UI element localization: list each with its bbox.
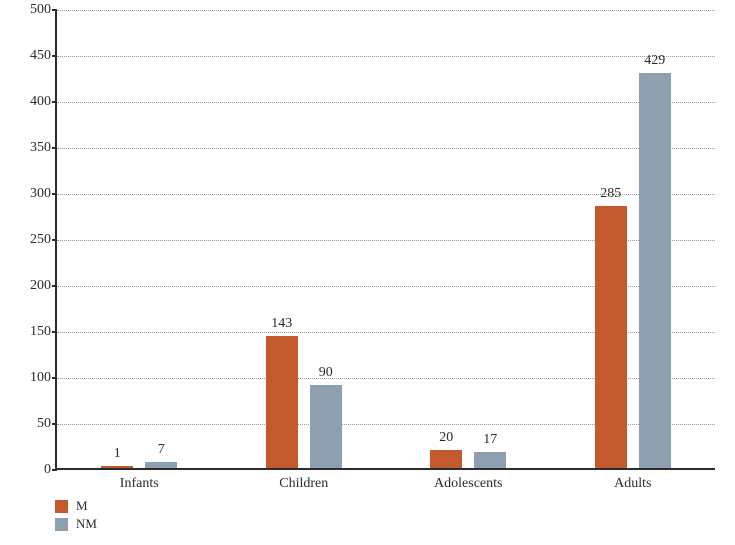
- legend-label: NM: [76, 516, 97, 532]
- ytick-label: 350: [30, 140, 51, 156]
- ytick-label: 300: [30, 186, 51, 202]
- bar-value-label: 20: [439, 430, 453, 446]
- chart-container: 05010015020025030035040045050017Infants1…: [0, 0, 735, 545]
- legend-label: M: [76, 498, 88, 514]
- xtick-label: Infants: [120, 476, 159, 492]
- ytick-label: 50: [37, 416, 51, 432]
- bar-value-label: 143: [271, 316, 292, 332]
- bar-value-label: 1: [114, 446, 121, 462]
- ytick-label: 250: [30, 232, 51, 248]
- ytick-label: 200: [30, 278, 51, 294]
- bar-value-label: 429: [644, 53, 665, 69]
- ytick-label: 450: [30, 48, 51, 64]
- bar-group: 14390Children: [222, 10, 387, 468]
- bar-value-label: 7: [158, 442, 165, 458]
- ytick-label: 400: [30, 94, 51, 110]
- bar-NM: 90: [310, 385, 342, 468]
- ytick-mark: [52, 469, 57, 471]
- bar-NM: 429: [639, 73, 671, 468]
- ytick-label: 150: [30, 324, 51, 340]
- legend-swatch: [55, 518, 68, 531]
- bar-M: 143: [266, 336, 298, 468]
- bar-group: 2017Adolescents: [386, 10, 551, 468]
- bar-group: 285429Adults: [551, 10, 716, 468]
- xtick-label: Adolescents: [434, 476, 502, 492]
- bar-value-label: 285: [600, 186, 621, 202]
- ytick-label: 0: [44, 462, 51, 478]
- bar-M: 285: [595, 206, 627, 468]
- legend: M NM: [55, 498, 97, 534]
- ytick-label: 500: [30, 2, 51, 18]
- legend-swatch: [55, 500, 68, 513]
- plot-area: 05010015020025030035040045050017Infants1…: [55, 10, 715, 470]
- bar-M: 20: [430, 450, 462, 468]
- bar-NM: 7: [145, 462, 177, 468]
- ytick-label: 100: [30, 370, 51, 386]
- bar-NM: 17: [474, 452, 506, 468]
- bar-M: 1: [101, 466, 133, 468]
- legend-item: NM: [55, 516, 97, 532]
- xtick-label: Children: [279, 476, 328, 492]
- xtick-label: Adults: [614, 476, 651, 492]
- bar-value-label: 90: [319, 365, 333, 381]
- legend-item: M: [55, 498, 97, 514]
- bar-group: 17Infants: [57, 10, 222, 468]
- bar-value-label: 17: [483, 432, 497, 448]
